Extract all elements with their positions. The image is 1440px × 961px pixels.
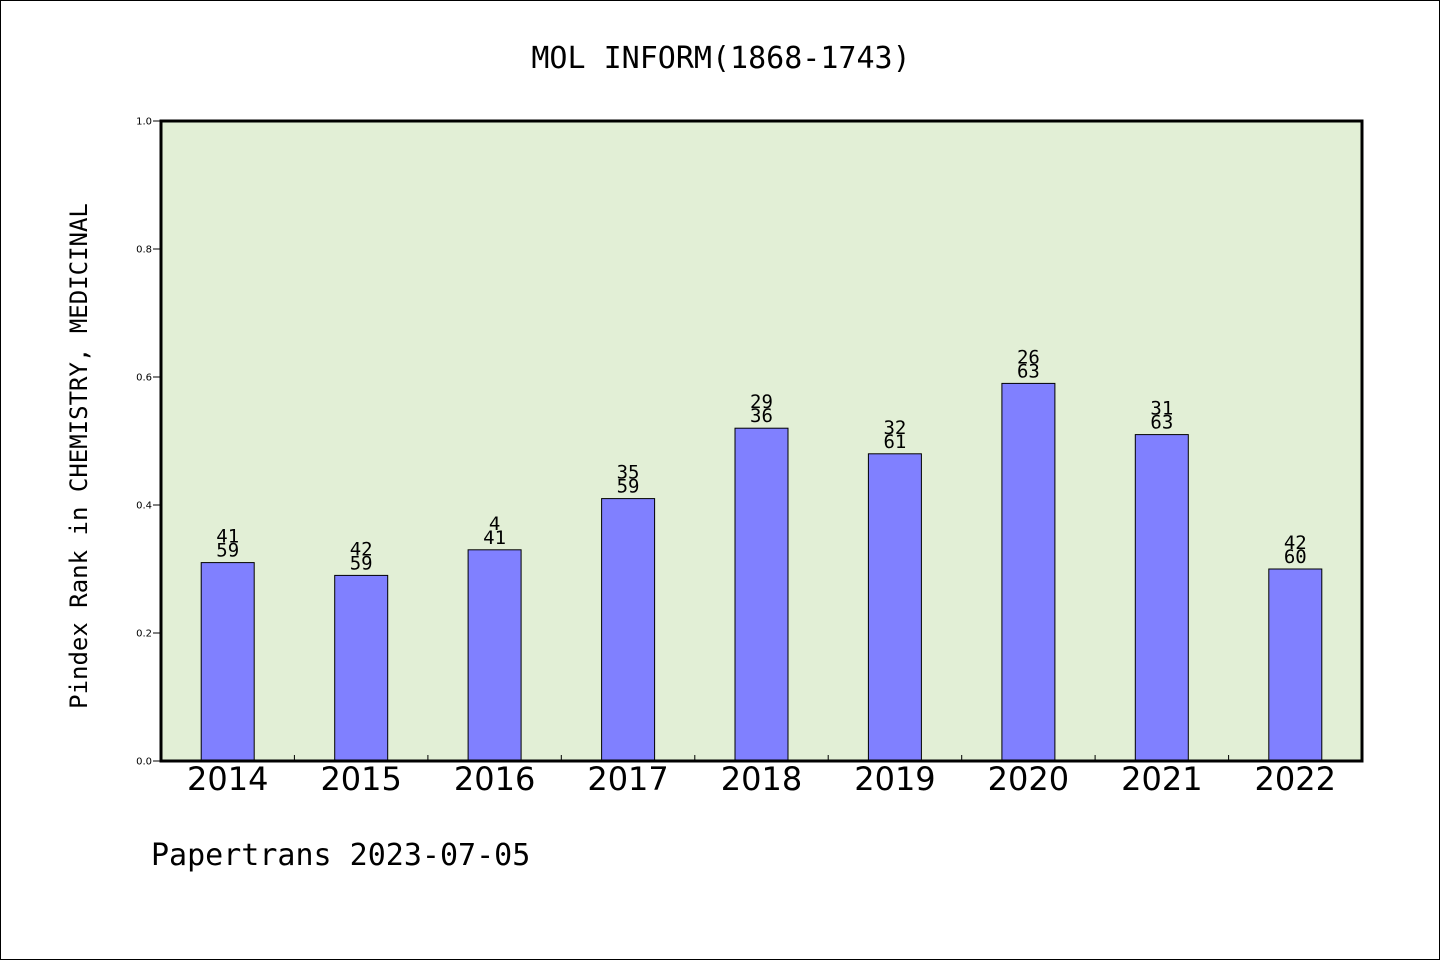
y-axis-label: Pindex Rank in CHEMISTRY, MEDICINAL [65, 203, 93, 709]
bar-label-top: 29 [750, 391, 773, 413]
footer-credit: Papertrans 2023-07-05 [151, 838, 530, 873]
bar-label-bottom: 36 [750, 405, 773, 427]
bar-label-bottom: 63 [1017, 360, 1040, 382]
bars [200, 382, 1323, 762]
bar-2016 [467, 549, 522, 762]
y-tick-label: 0.8 [136, 245, 152, 256]
bar-2022 [1268, 568, 1323, 762]
bar-label-bottom: 41 [483, 527, 506, 549]
bar-label-bottom: 59 [216, 540, 239, 562]
x-tick-label: 2015 [320, 760, 401, 798]
x-tick-label: 2022 [1255, 760, 1336, 798]
bar-2020 [1001, 382, 1056, 762]
bar-label-top: 26 [1017, 346, 1040, 368]
bar-label-bottom: 63 [1150, 412, 1173, 434]
x-tick-label: 2016 [454, 760, 535, 798]
y-tick-label: 1.0 [136, 117, 152, 128]
bar-label-top: 42 [1284, 532, 1307, 554]
x-tick-label: 2017 [587, 760, 668, 798]
bar-label-top: 35 [617, 462, 640, 484]
bar-2021 [1134, 434, 1189, 762]
bar-label-top: 31 [1150, 398, 1173, 420]
plot-border [159, 119, 1364, 763]
y-tick-label: 0.2 [136, 629, 152, 640]
bar-2019 [867, 453, 922, 762]
y-axis: 0.0 0.2 0.4 0.6 0.8 1.0 [136, 117, 161, 768]
bar-label-bottom: 59 [617, 476, 640, 498]
bar-label-bottom: 61 [883, 431, 906, 453]
bar-label-bottom: 59 [350, 552, 373, 574]
chart-title: MOL INFORM(1868-1743) [531, 41, 910, 76]
y-tick-label: 0.6 [136, 373, 152, 384]
y-tick-label: 0.4 [136, 501, 152, 512]
bar-2018 [734, 427, 789, 762]
bar-2014 [200, 562, 255, 762]
bar-label-top: 32 [883, 417, 906, 439]
x-tick-label: 2018 [721, 760, 802, 798]
bar-label-bottom: 60 [1284, 546, 1307, 568]
bar-label-top: 41 [216, 526, 239, 548]
bar-label-top: 42 [350, 538, 373, 560]
x-tick-label: 2020 [988, 760, 1069, 798]
y-tick-label: 0.0 [136, 757, 152, 768]
bar-2015 [334, 574, 389, 762]
x-tick-label: 2021 [1121, 760, 1202, 798]
x-tick-label: 2014 [187, 760, 268, 798]
bar-2017 [601, 498, 656, 762]
x-axis: 2014 2015 2016 2017 2018 2019 2020 2021 2022 [187, 755, 1336, 798]
bar-label-top: 4 [489, 513, 500, 535]
x-tick-label: 2019 [854, 760, 935, 798]
